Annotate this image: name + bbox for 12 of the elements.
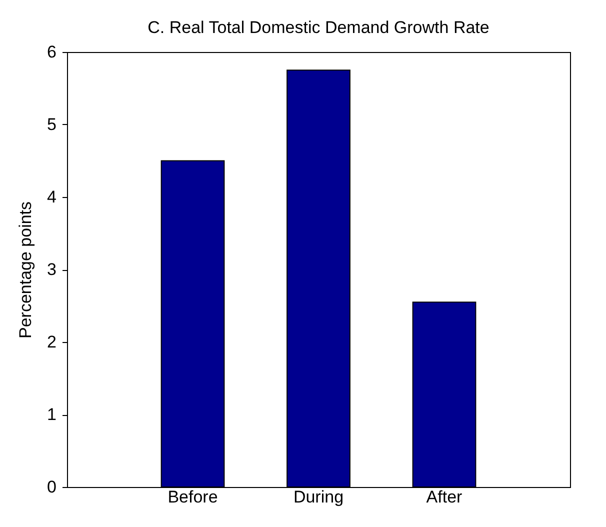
- y-tick-label: 4: [47, 188, 56, 206]
- x-tick-label: During: [293, 488, 344, 506]
- y-axis-title: Percentage points: [16, 201, 36, 339]
- chart-title: C. Real Total Domestic Demand Growth Rate: [148, 18, 490, 37]
- y-tick-label: 1: [47, 405, 56, 424]
- x-tick-label: Before: [168, 488, 218, 506]
- y-tick-label: 6: [47, 42, 56, 62]
- y-tick-label: 2: [47, 332, 56, 352]
- y-tick-label: 3: [47, 260, 56, 279]
- y-tick-label: 0: [47, 478, 56, 496]
- y-tick-label: 5: [47, 115, 56, 134]
- x-tick-label: After: [426, 488, 463, 506]
